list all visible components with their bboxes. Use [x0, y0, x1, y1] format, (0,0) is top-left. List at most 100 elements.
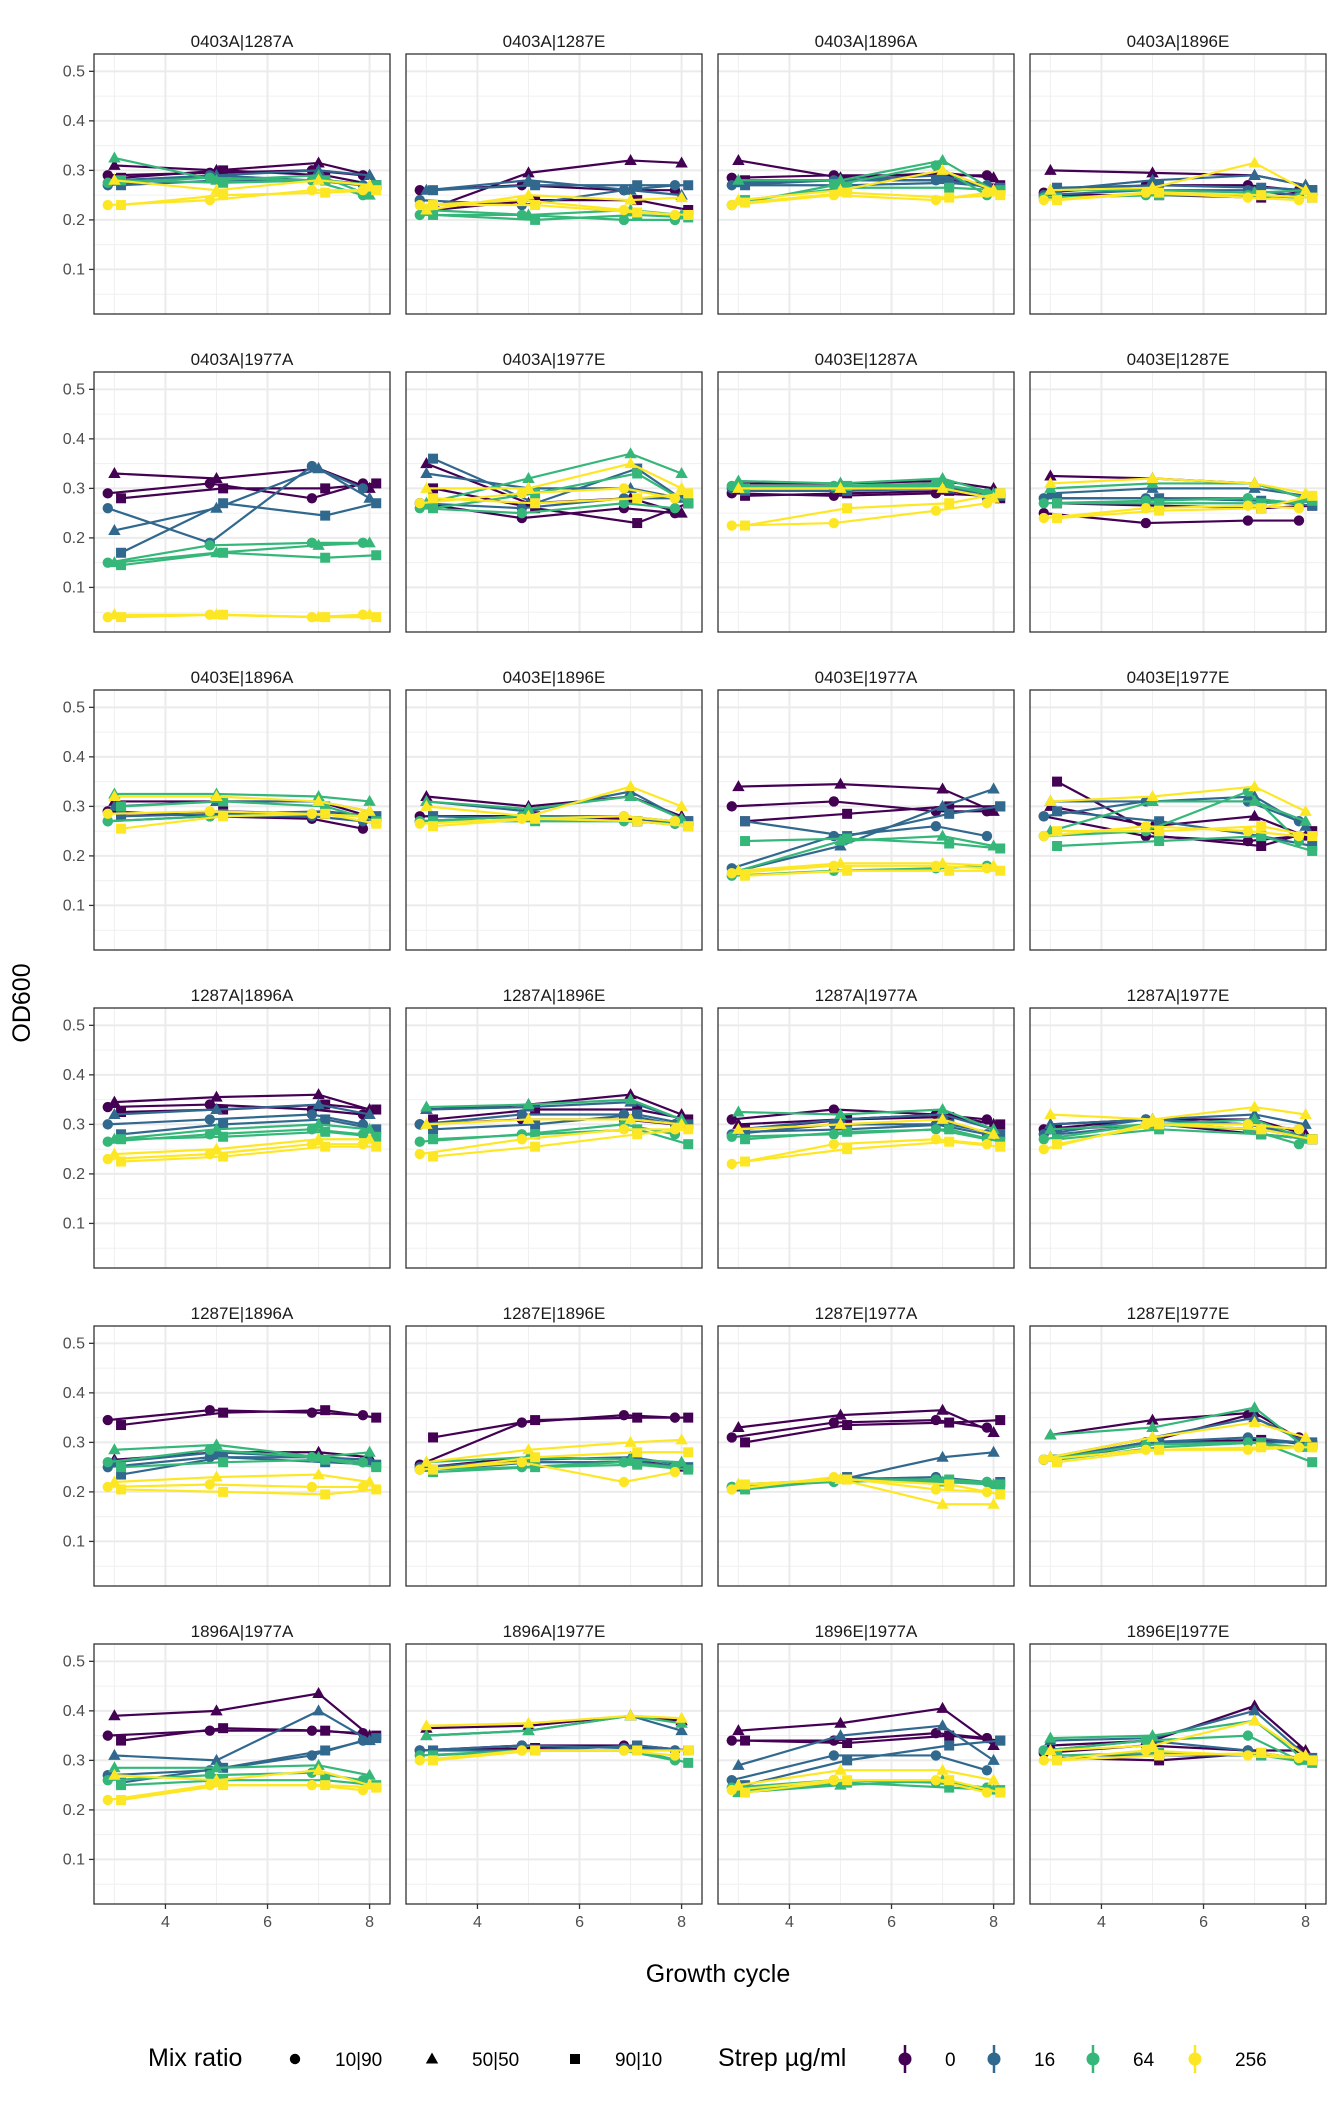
data-point — [834, 1729, 847, 1741]
data-point — [618, 498, 630, 509]
data-point — [828, 1104, 840, 1115]
data-point — [320, 510, 331, 521]
facet-title: 1287A|1977E — [1127, 986, 1230, 1005]
data-point — [530, 498, 541, 509]
data-point — [936, 153, 949, 165]
y-tick-label: 0.1 — [63, 897, 85, 914]
data-point — [936, 1450, 949, 1462]
series-line — [120, 1458, 377, 1469]
data-point — [1256, 1747, 1267, 1758]
y-tick-label: 0.5 — [63, 1017, 85, 1034]
data-point — [108, 1748, 121, 1760]
series-line — [426, 462, 683, 490]
panel-border — [717, 371, 1015, 633]
legend-strep-key — [987, 2052, 1001, 2066]
data-point — [204, 1479, 216, 1490]
data-point — [428, 1124, 439, 1135]
data-point — [1248, 1714, 1261, 1726]
data-point — [740, 1156, 751, 1167]
data-point — [1242, 825, 1254, 837]
data-point — [669, 1466, 681, 1478]
data-point — [632, 1412, 643, 1423]
data-point — [632, 518, 643, 529]
data-point — [632, 207, 643, 218]
y-tick-label: 0.4 — [63, 431, 85, 448]
facet-panel: 0403A|1896E — [1029, 32, 1327, 315]
data-point — [371, 1733, 382, 1744]
data-point — [1038, 811, 1049, 822]
data-point — [930, 820, 942, 832]
data-point — [987, 1497, 1000, 1509]
series-line — [419, 1113, 676, 1126]
data-point — [1307, 831, 1318, 842]
series-line — [419, 1128, 675, 1156]
data-point — [930, 505, 942, 516]
data-point — [371, 478, 382, 489]
data-point — [987, 1753, 1000, 1765]
data-point — [683, 1124, 694, 1135]
series-line — [1056, 191, 1313, 202]
data-point — [1044, 794, 1057, 806]
data-point — [842, 480, 853, 491]
data-point — [740, 870, 751, 881]
data-point — [312, 156, 325, 168]
data-point — [414, 199, 425, 211]
data-point — [102, 488, 113, 499]
data-point — [1044, 163, 1057, 175]
facet-title: 1896E|1977A — [815, 1622, 918, 1641]
data-point — [1307, 1755, 1318, 1766]
data-point — [632, 1109, 643, 1120]
facet-panel: 0403E|1287E — [1029, 350, 1327, 633]
series-line — [738, 159, 995, 192]
data-point — [1248, 780, 1261, 792]
data-point — [108, 1768, 121, 1780]
facet-panels: 0403A|1287A 0.1 0.2 0.3 0.4 0.5 0403A|1287E 040… — [63, 32, 1327, 1931]
data-point — [683, 1745, 694, 1756]
facet-title: 1287E|1977E — [1127, 1304, 1230, 1323]
data-point — [1256, 190, 1267, 201]
data-point — [618, 214, 630, 226]
data-point — [995, 1479, 1006, 1490]
panel-border — [93, 1643, 391, 1905]
data-point — [624, 780, 637, 792]
data-point — [530, 813, 541, 824]
data-point — [683, 1447, 694, 1458]
data-point — [108, 1475, 121, 1487]
data-point — [204, 540, 216, 551]
series-line — [107, 1143, 363, 1161]
series-line — [1043, 790, 1300, 842]
series-line — [1050, 1719, 1307, 1757]
data-point — [1038, 1134, 1049, 1145]
data-point — [102, 1730, 113, 1741]
data-point — [1052, 1457, 1063, 1468]
data-point — [1154, 816, 1165, 827]
data-point — [1299, 1107, 1312, 1119]
y-tick-label: 0.5 — [63, 699, 85, 716]
data-point — [363, 1475, 376, 1487]
facet-title: 1287A|1896A — [191, 986, 294, 1005]
data-point — [740, 520, 751, 531]
data-point — [530, 1141, 541, 1152]
series-line — [1050, 785, 1307, 813]
data-point — [1256, 1442, 1267, 1453]
series-line — [432, 457, 689, 505]
data-point — [936, 481, 949, 493]
series-line — [731, 825, 988, 870]
data-point — [732, 1724, 745, 1736]
data-point — [624, 183, 637, 195]
data-point — [371, 1131, 382, 1142]
data-point — [828, 1129, 840, 1140]
y-tick-label: 0.3 — [63, 1752, 85, 1769]
series-line — [120, 189, 377, 207]
panel-border — [405, 53, 703, 315]
data-point — [371, 550, 382, 561]
data-point — [116, 1462, 127, 1473]
data-point — [320, 552, 331, 563]
x-tick-label: 8 — [989, 1914, 998, 1931]
data-point — [683, 1139, 694, 1150]
x-tick-label: 4 — [473, 1914, 482, 1931]
data-point — [987, 1127, 1000, 1139]
series-line — [114, 467, 370, 490]
facet-title: 1287E|1896A — [191, 1304, 294, 1323]
data-point — [420, 1455, 433, 1467]
